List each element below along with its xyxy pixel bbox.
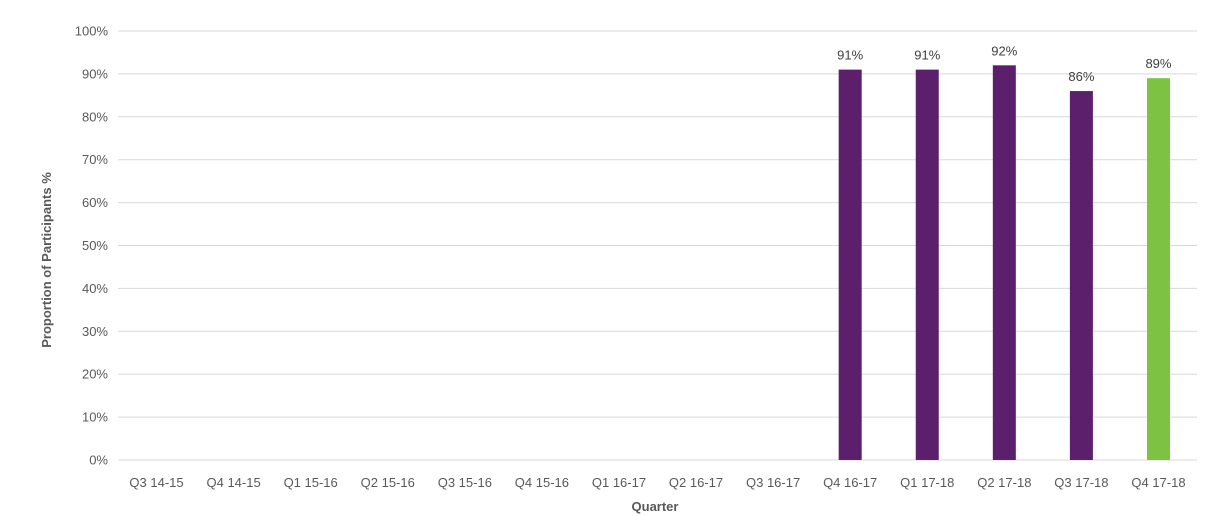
x-tick-label: Q4 14-15 [207,475,261,490]
y-axis-ticks: 0% 10% 20% 30% 40% 50% 60% 70% 80% 90% 100% [75,24,109,468]
y-tick-label: 20% [82,367,108,382]
data-label: 92% [991,43,1017,58]
x-tick-label: Q3 17-18 [1054,475,1108,490]
x-tick-label: Q2 17-18 [977,475,1031,490]
y-tick-label: 70% [82,152,108,167]
y-tick-label: 30% [82,324,108,339]
y-tick-label: 10% [82,410,108,425]
y-tick-label: 100% [75,24,109,39]
x-tick-label: Q2 15-16 [361,475,415,490]
y-axis-title: Proportion of Participants % [39,172,54,348]
data-label: 91% [914,48,940,63]
y-tick-label: 50% [82,238,108,253]
x-tick-label: Q1 15-16 [284,475,338,490]
x-axis-ticks: Q3 14-15 Q4 14-15 Q1 15-16 Q2 15-16 Q3 15-16… [129,475,1185,490]
bar [992,65,1016,460]
x-tick-label: Q1 16-17 [592,475,646,490]
y-tick-label: 90% [82,66,108,81]
x-tick-label: Q4 17-18 [1131,475,1185,490]
y-tick-label: 40% [82,281,108,296]
bars [838,65,1170,461]
x-tick-label: Q3 14-15 [129,475,183,490]
y-tick-label: 80% [82,109,108,124]
y-tick-label: 60% [82,195,108,210]
x-tick-label: Q3 15-16 [438,475,492,490]
gridlines [118,30,1197,461]
x-tick-label: Q1 17-18 [900,475,954,490]
x-tick-label: Q2 16-17 [669,475,723,490]
data-label: 91% [837,48,863,63]
bar [1069,91,1093,460]
data-label: 86% [1068,69,1094,84]
x-tick-label: Q3 16-17 [746,475,800,490]
bar [915,69,939,461]
data-labels: 91% 91% 92% 86% 89% [837,43,1172,84]
x-tick-label: Q4 16-17 [823,475,877,490]
bar [1146,78,1170,460]
x-axis-title: Quarter [632,499,679,514]
y-tick-label: 0% [89,453,108,468]
x-tick-label: Q4 15-16 [515,475,569,490]
data-label: 89% [1145,56,1171,71]
bar [838,69,862,461]
